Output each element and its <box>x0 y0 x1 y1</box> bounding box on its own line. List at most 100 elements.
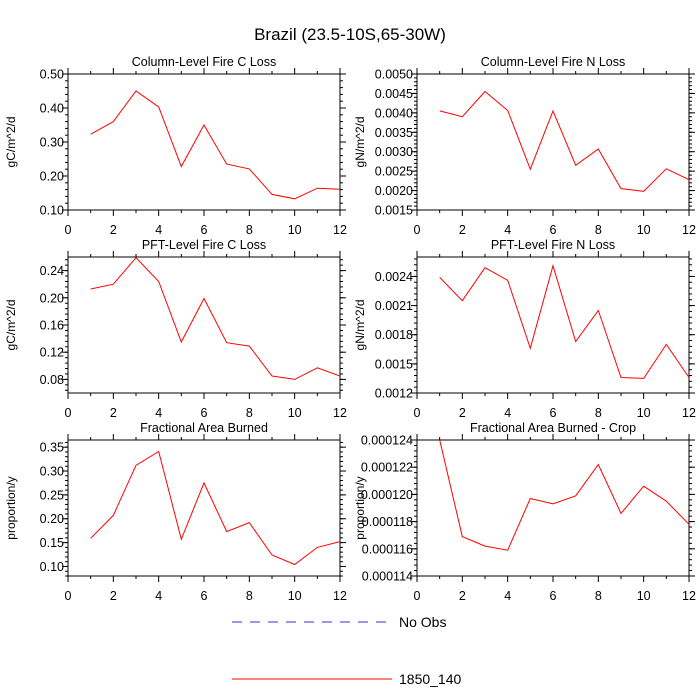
x-tick-label: 10 <box>288 589 302 603</box>
x-tick-label: 10 <box>288 406 302 420</box>
y-tick-label: 0.50 <box>40 68 64 82</box>
y-tick-label: 0.0045 <box>375 87 413 101</box>
legend-label-no-obs: No Obs <box>399 614 446 630</box>
panel-title: Fractional Area Burned - Crop <box>470 421 636 435</box>
x-tick-label: 6 <box>201 223 208 237</box>
panel-3: PFT-Level Fire C Loss gC/m^2/d 0 2 4 6 8 10 12 0.… <box>4 238 347 420</box>
y-tick-label: 0.000124 <box>361 434 413 448</box>
y-tick-label: 0.000118 <box>362 515 413 529</box>
panel-title: Column-Level Fire N Loss <box>481 55 626 69</box>
series-line-1850-140 <box>90 90 340 200</box>
y-tick-label: 0.0018 <box>375 328 413 342</box>
x-tick-label: 8 <box>595 589 602 603</box>
y-tick-label: 0.0020 <box>375 184 413 198</box>
panel-title: PFT-Level Fire C Loss <box>142 238 266 252</box>
x-tick-label: 2 <box>459 589 466 603</box>
legend-entry-1850-140: 1850_140 <box>232 671 462 687</box>
x-tick-label: 0 <box>65 589 72 603</box>
y-tick-label: 0.0025 <box>375 165 413 179</box>
x-tick-label: 6 <box>201 589 208 603</box>
y-tick-label: 0.35 <box>40 441 64 455</box>
y-tick-label: 0.30 <box>40 465 64 479</box>
y-tick-label: 0.12 <box>40 346 64 360</box>
x-tick-label: 8 <box>595 406 602 420</box>
x-tick-label: 10 <box>637 223 651 237</box>
x-tick-label: 8 <box>246 589 253 603</box>
panel-title: Column-Level Fire C Loss <box>132 55 277 69</box>
y-tick-label: 0.0021 <box>375 299 413 313</box>
x-tick-label: 4 <box>155 406 162 420</box>
y-axis-label: proportion/y <box>4 476 18 539</box>
y-tick-label: 0.10 <box>40 560 64 574</box>
y-tick-label: 0.30 <box>40 136 64 150</box>
y-tick-label: 0.000116 <box>362 542 413 556</box>
panel-2: Column-Level Fire N Loss gN/m^2/d 0 2 4 6 8 10 1… <box>353 55 696 237</box>
x-tick-label: 12 <box>333 406 347 420</box>
x-tick-label: 2 <box>459 406 466 420</box>
x-tick-label: 12 <box>682 406 696 420</box>
y-tick-label: 0.0050 <box>375 68 413 82</box>
x-tick-label: 6 <box>550 589 557 603</box>
x-tick-label: 0 <box>414 223 421 237</box>
x-tick-label: 0 <box>65 406 72 420</box>
panel-1: Column-Level Fire C Loss gC/m^2/d 0 2 4 6 8 10 1… <box>4 55 347 237</box>
y-tick-label: 0.0035 <box>375 126 413 140</box>
panel-title: PFT-Level Fire N Loss <box>491 238 615 252</box>
y-tick-label: 0.40 <box>40 102 64 116</box>
x-tick-label: 12 <box>333 589 347 603</box>
x-tick-label: 2 <box>459 223 466 237</box>
x-tick-label: 10 <box>637 406 651 420</box>
y-axis-label: gC/m^2/d <box>4 117 18 168</box>
x-tick-label: 2 <box>110 406 117 420</box>
x-tick-label: 8 <box>246 223 253 237</box>
x-tick-label: 4 <box>504 589 511 603</box>
x-tick-label: 8 <box>595 223 602 237</box>
panel-4: PFT-Level Fire N Loss gN/m^2/d 0 2 4 6 8 10 12 0.… <box>353 238 696 420</box>
y-axis-label: gC/m^2/d <box>4 300 18 351</box>
y-tick-label: 0.000122 <box>361 461 413 475</box>
x-tick-label: 0 <box>65 223 72 237</box>
x-tick-label: 10 <box>288 223 302 237</box>
y-tick-label: 0.0030 <box>375 145 413 159</box>
y-tick-label: 0.0015 <box>375 357 413 371</box>
x-tick-label: 4 <box>504 223 511 237</box>
y-axis-label: proportion/y <box>353 476 367 539</box>
y-tick-label: 0.20 <box>40 170 64 184</box>
y-tick-label: 0.000120 <box>361 488 413 502</box>
x-tick-label: 6 <box>201 406 208 420</box>
panel-5: Fractional Area Burned proportion/y 0 2 4 6 8 1… <box>4 421 347 603</box>
series-line-1850-140 <box>90 257 340 380</box>
x-tick-label: 4 <box>155 223 162 237</box>
series-line-1850-140 <box>439 90 689 192</box>
y-axis-label: gN/m^2/d <box>353 300 367 351</box>
x-tick-label: 8 <box>246 406 253 420</box>
y-axis-label: gN/m^2/d <box>353 117 367 168</box>
panel-6: Fractional Area Burned - Crop proportion/… <box>353 421 696 603</box>
y-tick-label: 0.25 <box>40 488 64 502</box>
figure-title: Brazil (23.5-10S,65-30W) <box>254 25 446 44</box>
legend-entry-no-obs: No Obs <box>232 614 446 630</box>
panel-grid: Column-Level Fire C Loss gC/m^2/d 0 2 4 6 8 10 1… <box>4 55 696 603</box>
x-tick-label: 0 <box>414 589 421 603</box>
x-tick-label: 12 <box>333 223 347 237</box>
x-tick-label: 4 <box>504 406 511 420</box>
x-tick-label: 2 <box>110 589 117 603</box>
x-tick-label: 10 <box>637 589 651 603</box>
x-tick-label: 12 <box>682 589 696 603</box>
y-tick-label: 0.0040 <box>375 106 413 120</box>
y-tick-label: 0.000114 <box>362 570 413 584</box>
y-tick-label: 0.20 <box>40 512 64 526</box>
x-tick-label: 4 <box>155 589 162 603</box>
series-line-1850-140 <box>439 440 689 551</box>
series-line-1850-140 <box>90 450 340 566</box>
y-tick-label: 0.24 <box>40 264 64 278</box>
y-tick-label: 0.15 <box>40 536 64 550</box>
legend-label-1850-140: 1850_140 <box>399 671 462 687</box>
y-tick-label: 0.0024 <box>375 270 413 284</box>
legend: No Obs 1850_140 <box>232 614 462 687</box>
y-tick-label: 0.0012 <box>375 387 413 401</box>
y-tick-label: 0.20 <box>40 291 64 305</box>
y-tick-label: 0.08 <box>40 373 64 387</box>
y-tick-label: 0.16 <box>40 319 64 333</box>
